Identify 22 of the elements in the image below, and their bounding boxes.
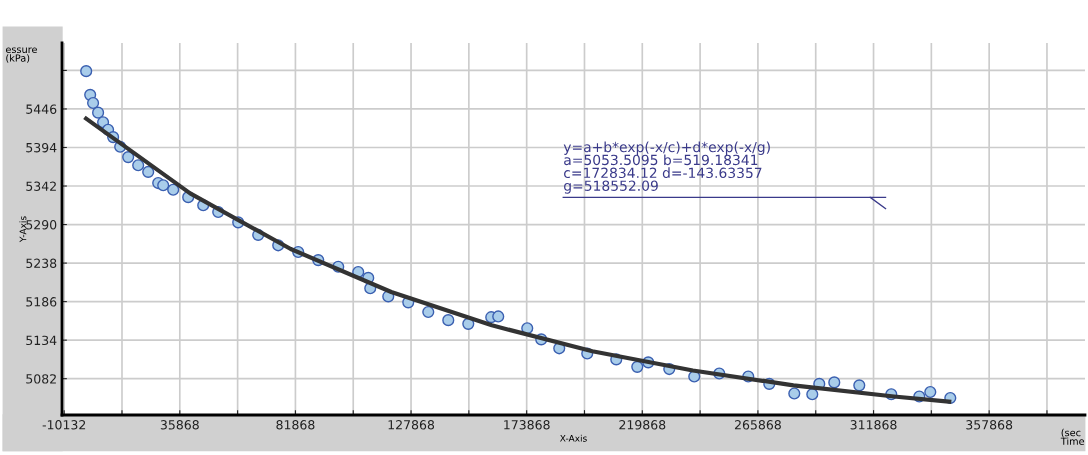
y-tick-label: 5134 — [26, 335, 57, 346]
text: essure (kPa) — [5, 47, 37, 63]
x-tick-label: 265868 — [734, 420, 781, 430]
annotation: y=a+b*exp(-x/c)+d*exp(-x/g) a=5053.5095 b=519.18341 c=172834.12 d=-143.63357 g=518552.09 — [563, 141, 770, 194]
x-tick-label: 127868 — [388, 420, 435, 430]
y-tick-label: 5394 — [26, 142, 57, 153]
text: (sec Time — [1060, 428, 1085, 445]
x-tick-label: 219868 — [619, 420, 666, 430]
y-tick-label: 5186 — [26, 297, 57, 307]
y-tick-label: 5446 — [26, 104, 57, 114]
y-tick-label: 5290 — [26, 220, 57, 230]
y-tick-label: 5238 — [26, 258, 57, 269]
x-tick-label: -10132 — [42, 420, 86, 430]
y-tick-label: 5342 — [26, 181, 56, 191]
x-tick-label: 35868 — [160, 420, 199, 430]
y-tick-label: 5082 — [26, 374, 56, 384]
x-axis-title: X-Axis — [560, 434, 587, 442]
y-axis-title: Y-Axis — [19, 216, 27, 243]
x-tick-label: 357868 — [966, 420, 1013, 430]
x-tick-label: 173868 — [504, 420, 550, 430]
x-tick-label: 311868 — [850, 420, 897, 430]
x-tick-label: 81868 — [276, 420, 315, 430]
